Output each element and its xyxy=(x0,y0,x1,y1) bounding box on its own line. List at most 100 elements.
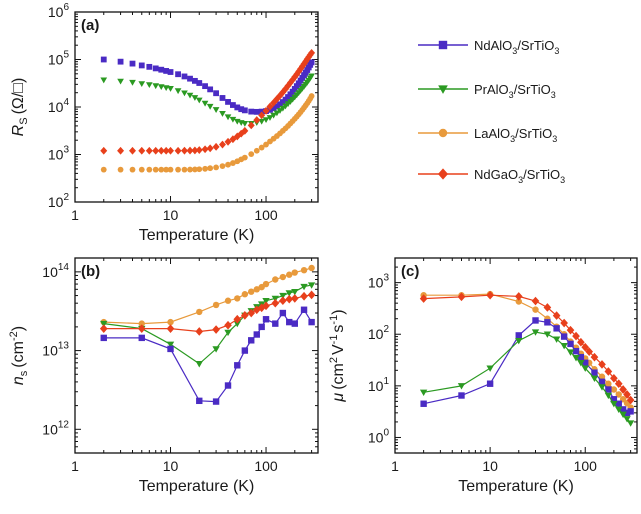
y-tick-exponent: 6 xyxy=(63,2,69,13)
data-point xyxy=(224,137,232,146)
data-point xyxy=(241,291,249,298)
data-point xyxy=(181,166,188,173)
data-point xyxy=(297,64,305,73)
data-point xyxy=(619,385,627,394)
data-point xyxy=(515,332,522,339)
data-point xyxy=(293,70,301,79)
y-title-exponent: 2 xyxy=(328,357,340,363)
data-point xyxy=(623,416,631,423)
data-point xyxy=(273,110,281,117)
data-point xyxy=(181,73,188,80)
data-point xyxy=(187,75,193,82)
y-tick-base: 10 xyxy=(368,429,384,445)
data-point xyxy=(219,95,226,101)
data-point xyxy=(233,314,242,324)
data-point xyxy=(191,95,199,101)
y-tick-exponent: 12 xyxy=(58,419,70,430)
data-point xyxy=(234,362,241,369)
legend-marker xyxy=(438,85,448,94)
y-title-unit-close: ) xyxy=(330,309,347,314)
data-point xyxy=(224,297,232,304)
data-point xyxy=(308,318,315,326)
legend-label-subscript: 3 xyxy=(552,134,557,144)
data-point xyxy=(201,100,209,107)
data-point xyxy=(626,395,635,405)
data-point xyxy=(241,154,248,161)
data-point xyxy=(577,360,585,367)
data-point xyxy=(117,58,124,65)
data-point xyxy=(138,334,145,342)
data-point xyxy=(285,290,293,297)
panel-label: (b) xyxy=(81,263,100,280)
data-point xyxy=(286,318,293,326)
data-point xyxy=(225,99,231,105)
data-point xyxy=(308,59,315,66)
data-point xyxy=(146,166,153,173)
y-tick-label: 100 xyxy=(368,427,390,445)
data-point xyxy=(560,342,568,350)
data-point xyxy=(212,107,220,113)
data-point xyxy=(585,347,594,356)
data-point xyxy=(258,323,265,331)
data-point xyxy=(248,151,255,157)
plot-frame xyxy=(74,257,319,454)
data-point xyxy=(167,166,174,173)
data-point xyxy=(279,273,287,281)
data-point xyxy=(577,353,585,361)
data-point xyxy=(206,103,214,110)
data-point xyxy=(186,146,194,155)
data-point xyxy=(572,331,580,341)
data-point xyxy=(598,360,606,369)
y-tick-base: 10 xyxy=(368,326,384,342)
legend-label-part: /SrTiO xyxy=(514,82,551,97)
data-point xyxy=(175,166,181,173)
data-point xyxy=(623,390,631,399)
data-point xyxy=(286,78,294,87)
data-point xyxy=(300,266,308,274)
data-point xyxy=(224,329,232,337)
data-point xyxy=(262,301,270,311)
data-point xyxy=(167,146,174,155)
data-point xyxy=(270,98,278,107)
data-point xyxy=(623,409,631,417)
legend: NdAlO3/SrTiO3PrAlO3/SrTiO3LaAlO3/SrTiO3N… xyxy=(418,38,565,185)
legend-label-subscript: 3 xyxy=(512,46,517,56)
series-PrAlO3 xyxy=(419,329,635,427)
data-point xyxy=(279,88,287,97)
x-tick-label: 1 xyxy=(391,458,399,474)
legend-label-part: LaAlO xyxy=(474,126,510,141)
data-point xyxy=(219,111,226,117)
series-NdGaO3 xyxy=(419,290,635,405)
data-point xyxy=(286,271,293,278)
data-point xyxy=(531,296,540,306)
y-tick-base: 10 xyxy=(48,4,64,20)
data-point xyxy=(230,102,236,108)
data-point xyxy=(308,93,315,99)
y-tick-exponent: 13 xyxy=(58,341,70,352)
data-point xyxy=(307,282,316,289)
data-point xyxy=(572,355,580,362)
data-point xyxy=(196,308,203,316)
data-point xyxy=(129,60,136,67)
data-point xyxy=(212,301,220,309)
data-point xyxy=(590,352,599,362)
series-LaAlO3 xyxy=(100,93,315,173)
y-tick-base: 10 xyxy=(42,421,58,437)
series-NdAlO3 xyxy=(420,317,634,417)
legend-label-subscript: 3 xyxy=(510,134,515,144)
data-point xyxy=(591,369,598,376)
y-tick-label: 103 xyxy=(48,145,70,163)
data-point xyxy=(272,276,279,283)
data-point xyxy=(213,164,219,171)
y-tick-label: 102 xyxy=(48,192,70,210)
data-point xyxy=(146,63,153,70)
y-axis-title: ns (cm-2) xyxy=(8,326,30,385)
data-point xyxy=(248,337,255,344)
data-point xyxy=(152,83,160,90)
data-point xyxy=(598,373,606,380)
data-point xyxy=(262,280,270,288)
y-tick-base: 10 xyxy=(42,264,58,280)
plot-area xyxy=(100,48,316,173)
data-point xyxy=(532,306,539,313)
y-tick-base: 10 xyxy=(48,52,64,68)
